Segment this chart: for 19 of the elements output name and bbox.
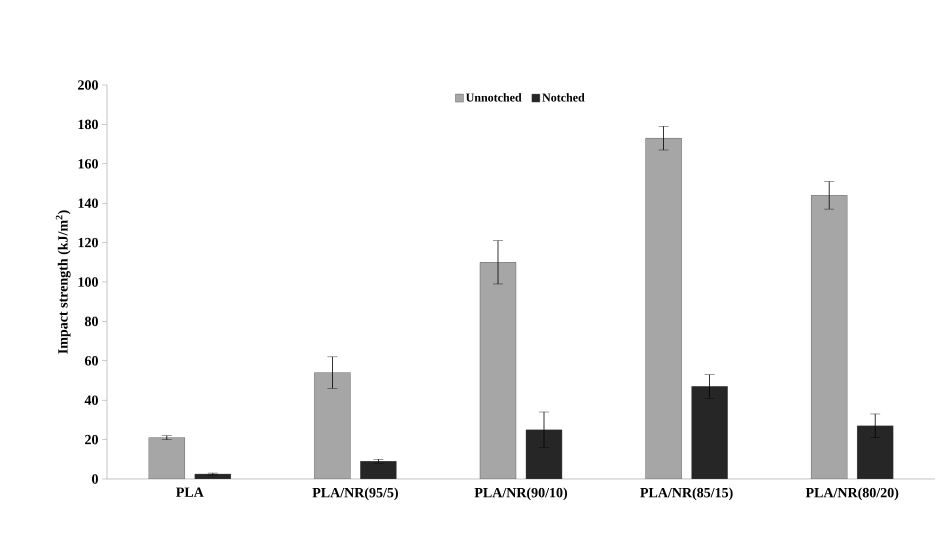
y-tick-label: 160 — [78, 159, 98, 169]
x-tick-label: PLA/NR(95/5) — [312, 488, 398, 500]
y-axis-title: Impact strength (kJ/m$^{2}$) — [56, 210, 71, 354]
y-tick-label: 180 — [78, 120, 98, 130]
legend-label: Unnotched — [466, 93, 522, 102]
y-tick-label: 40 — [84, 395, 98, 405]
legend-label: Notched — [542, 93, 585, 102]
y-tick-label: 120 — [78, 238, 98, 248]
x-tick-label: PLA/NR(80/20) — [806, 488, 898, 500]
x-tick-label: PLA/NR(85/15) — [640, 488, 733, 500]
x-tick-label: PLA — [176, 488, 204, 497]
y-tick-label: 20 — [85, 434, 98, 444]
y-tick-label: 140 — [78, 198, 98, 208]
y-tick-label: 80 — [84, 316, 98, 326]
y-tick-label: 60 — [84, 356, 98, 366]
y-tick-label: 100 — [78, 277, 98, 287]
y-tick-label: 200 — [78, 80, 98, 90]
x-tick-label: PLA/NR(90/10) — [474, 488, 568, 500]
y-tick-label: 0 — [92, 474, 98, 484]
